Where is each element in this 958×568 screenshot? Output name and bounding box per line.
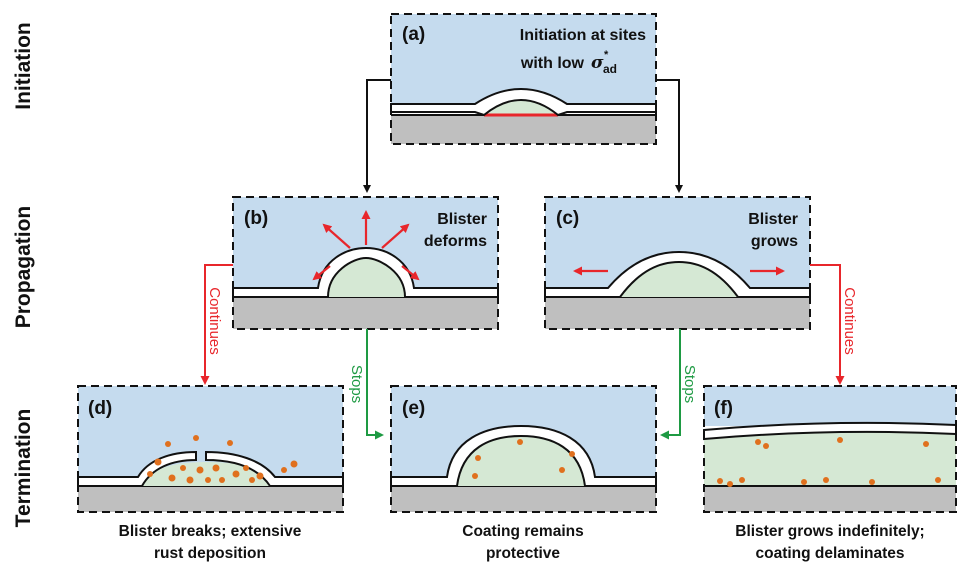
panel-caption-line1: Coating remains (462, 523, 583, 540)
panel-caption-line1: Blister breaks; extensive (119, 523, 302, 540)
stops-label: Stops (681, 365, 698, 403)
branch-arrows (363, 79, 683, 193)
coating (390, 88, 657, 117)
panel-text-line2: grows (751, 233, 798, 250)
rust-particles (717, 437, 941, 487)
deformation-arrows (312, 210, 420, 281)
panel-label: (a) (402, 24, 425, 45)
symbol-superscript: * (604, 49, 609, 61)
panel-label: (e) (402, 398, 425, 419)
panel-label: (c) (556, 208, 579, 229)
panel-f: (f) Blister grows indefinitely; coating … (703, 385, 957, 562)
blister (328, 258, 405, 297)
panel-caption-line1: Blister grows indefinitely; (735, 523, 924, 540)
stops-arrow-right: Stops (660, 329, 698, 440)
panel-frame (544, 196, 811, 330)
stops-arrow-left: Stops (348, 329, 384, 440)
panel-text-line1: Initiation at sites (520, 27, 646, 44)
panel-text-line2: with low (520, 55, 585, 72)
rust-particles (147, 435, 298, 484)
panel-e: (e) Coating remains protective (390, 385, 657, 562)
panel-caption-line2: coating delaminates (755, 545, 904, 562)
panel-text-line1: Blister (748, 211, 798, 228)
panel-frame (390, 385, 657, 513)
panel-d: (d) Blister breaks; extensive rust depos… (77, 385, 344, 562)
panel-a: (a) Initiation at sites with low σ * ad (390, 13, 657, 145)
blister (457, 436, 585, 486)
panel-text-line1: Blister (437, 211, 487, 228)
panel-caption-line2: rust deposition (154, 545, 266, 562)
panel-text-line2: deforms (424, 233, 487, 250)
rust-particles (472, 439, 575, 479)
stage-label-termination: Termination (12, 409, 35, 528)
continues-label: Continues (841, 287, 858, 355)
continues-arrow-right: Continues (810, 264, 858, 385)
panel-frame (703, 385, 957, 513)
panel-frame (77, 385, 344, 513)
panel-caption-line2: protective (486, 545, 560, 562)
panel-label: (d) (88, 398, 112, 419)
continues-arrow-left: Continues (200, 264, 233, 385)
broken-coating-left (77, 450, 197, 487)
panel-label: (f) (714, 398, 733, 419)
panel-frame (232, 196, 499, 330)
symbol-subscript: ad (603, 62, 617, 76)
panel-label: (b) (244, 208, 268, 229)
panel-c: (c) Blister grows (544, 196, 811, 330)
continues-label: Continues (206, 287, 223, 355)
panel-b: (b) Blister deforms (232, 196, 499, 330)
stage-label-propagation: Propagation (12, 206, 35, 329)
stage-label-initiation: Initiation (12, 22, 35, 110)
stops-label: Stops (348, 365, 365, 403)
sigma-symbol: σ (591, 53, 604, 73)
